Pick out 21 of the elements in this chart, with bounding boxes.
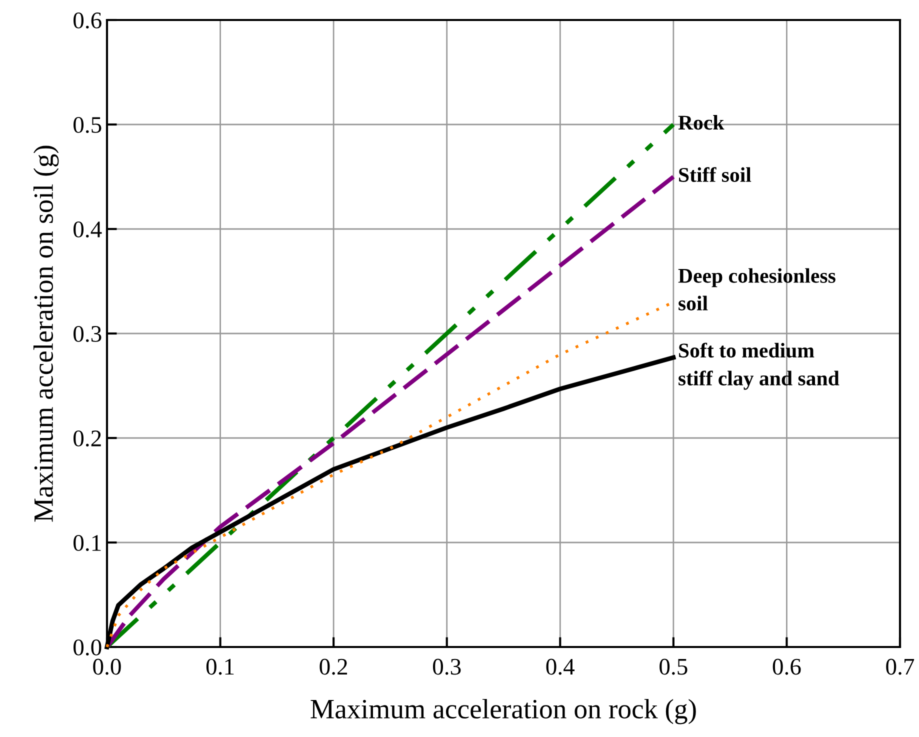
y-tick-label: 0.6 xyxy=(74,12,102,29)
x-tick-label: 0.0 xyxy=(93,658,121,675)
series-label: Soft to medium stiff clay and sand xyxy=(678,342,840,390)
y-tick-label: 0.1 xyxy=(74,534,101,552)
x-tick-label: 0.3 xyxy=(433,658,461,675)
x-tick-label: 0.5 xyxy=(660,658,688,675)
y-tick-label: 0.3 xyxy=(74,326,102,342)
y-tick-label: 0.0 xyxy=(74,639,102,656)
x-tick-label: 0.1 xyxy=(206,658,234,675)
y-axis-title: Maximum acceleration on soil (g) xyxy=(33,146,59,522)
x-axis-title: Maximum acceleration on rock (g) xyxy=(310,698,696,724)
series-label: Rock xyxy=(678,115,724,130)
x-tick-label: 0.6 xyxy=(772,658,801,675)
y-tick-label: 0.4 xyxy=(74,221,102,238)
y-tick-label: 0.5 xyxy=(74,116,102,134)
x-tick-label: 0.2 xyxy=(320,658,348,675)
series-label: Stiff soil xyxy=(679,167,752,182)
y-tick-label: 0.2 xyxy=(74,430,101,447)
x-tick-label: 0.7 xyxy=(886,658,914,675)
x-tick-label: 0.4 xyxy=(546,658,575,675)
series-label: Deep cohesionless soil xyxy=(678,268,836,310)
